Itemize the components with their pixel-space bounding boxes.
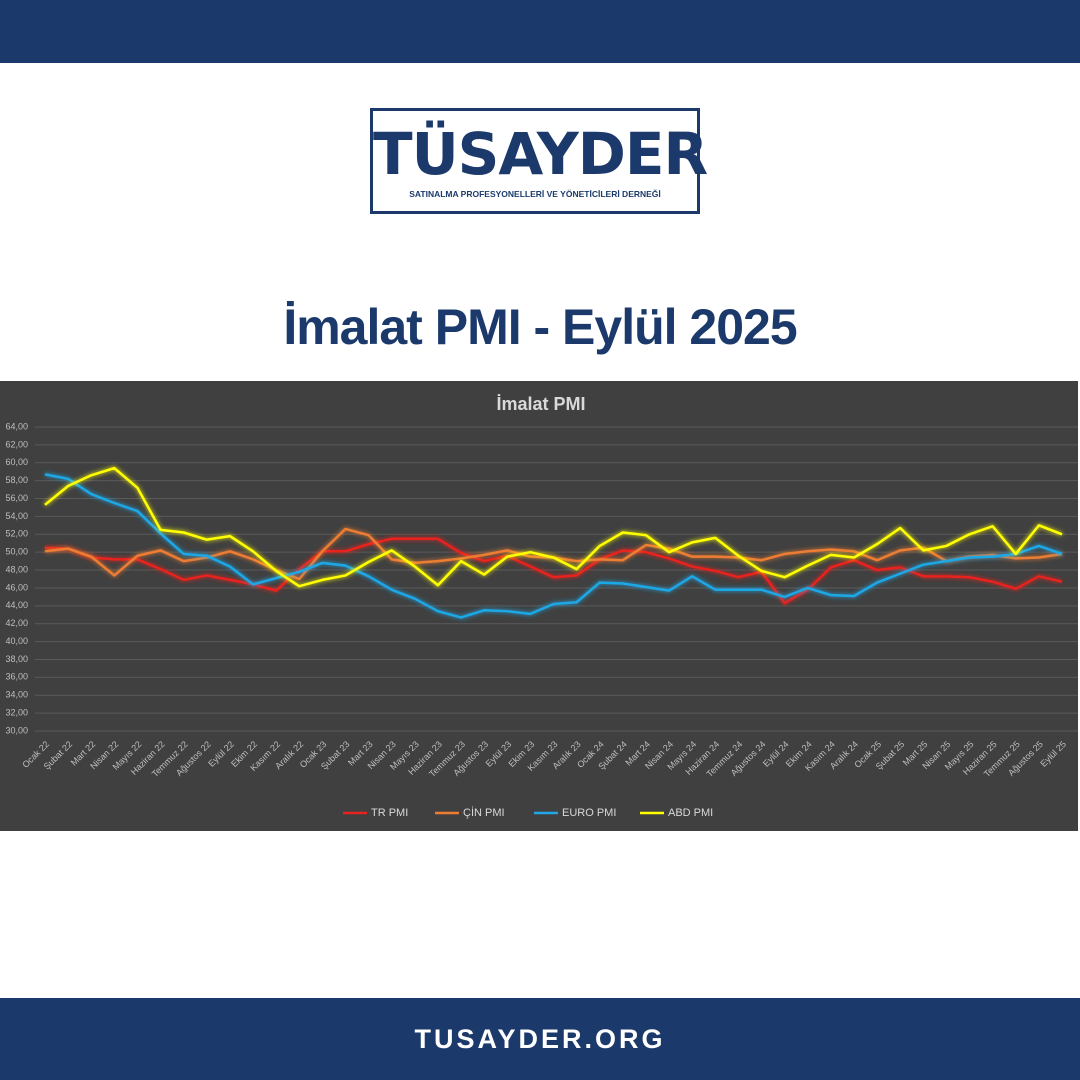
chart-title: İmalat PMI (496, 394, 585, 414)
legend-label: TR PMI (371, 807, 408, 819)
y-tick-label: 38,00 (5, 654, 28, 664)
y-tick-label: 30,00 (5, 725, 28, 735)
y-tick-label: 34,00 (5, 690, 28, 700)
legend-label: EURO PMI (562, 807, 616, 819)
headline: İmalat PMI - Eylül 2025 (283, 299, 797, 355)
footer: TUSAYDER.ORG (0, 998, 1080, 1080)
y-tick-label: 62,00 (5, 439, 28, 449)
y-tick-label: 56,00 (5, 493, 28, 503)
logo: TÜSAYDER SATINALMA PROFESYONELLERİ VE YÖ… (370, 108, 708, 214)
series-line (44, 473, 1063, 619)
y-tick-label: 40,00 (5, 636, 28, 646)
y-tick-label: 54,00 (5, 511, 28, 521)
y-tick-label: 36,00 (5, 672, 28, 682)
series-line (44, 537, 1063, 605)
series-line (44, 466, 1063, 588)
top-bar (0, 0, 1080, 63)
y-tick-label: 46,00 (5, 582, 28, 592)
y-tick-label: 50,00 (5, 547, 28, 557)
y-tick-label: 44,00 (5, 600, 28, 610)
legend-label: ÇİN PMI (463, 806, 505, 819)
y-tick-label: 52,00 (5, 529, 28, 539)
y-tick-label: 60,00 (5, 457, 28, 467)
legend-label: ABD PMI (668, 807, 713, 819)
logo-title: TÜSAYDER (373, 120, 708, 188)
website: TUSAYDER.ORG (414, 1024, 666, 1054)
y-tick-label: 64,00 (5, 421, 28, 431)
logo-subtitle: SATINALMA PROFESYONELLERİ VE YÖNETİCİLER… (409, 189, 661, 199)
y-tick-label: 58,00 (5, 475, 28, 485)
y-tick-label: 32,00 (5, 707, 28, 717)
y-tick-label: 48,00 (5, 564, 28, 574)
y-tick-label: 42,00 (5, 618, 28, 628)
chart: İmalat PMI 30,00 32,00 34,00 36,00 38,00 40,0… (0, 381, 1078, 831)
